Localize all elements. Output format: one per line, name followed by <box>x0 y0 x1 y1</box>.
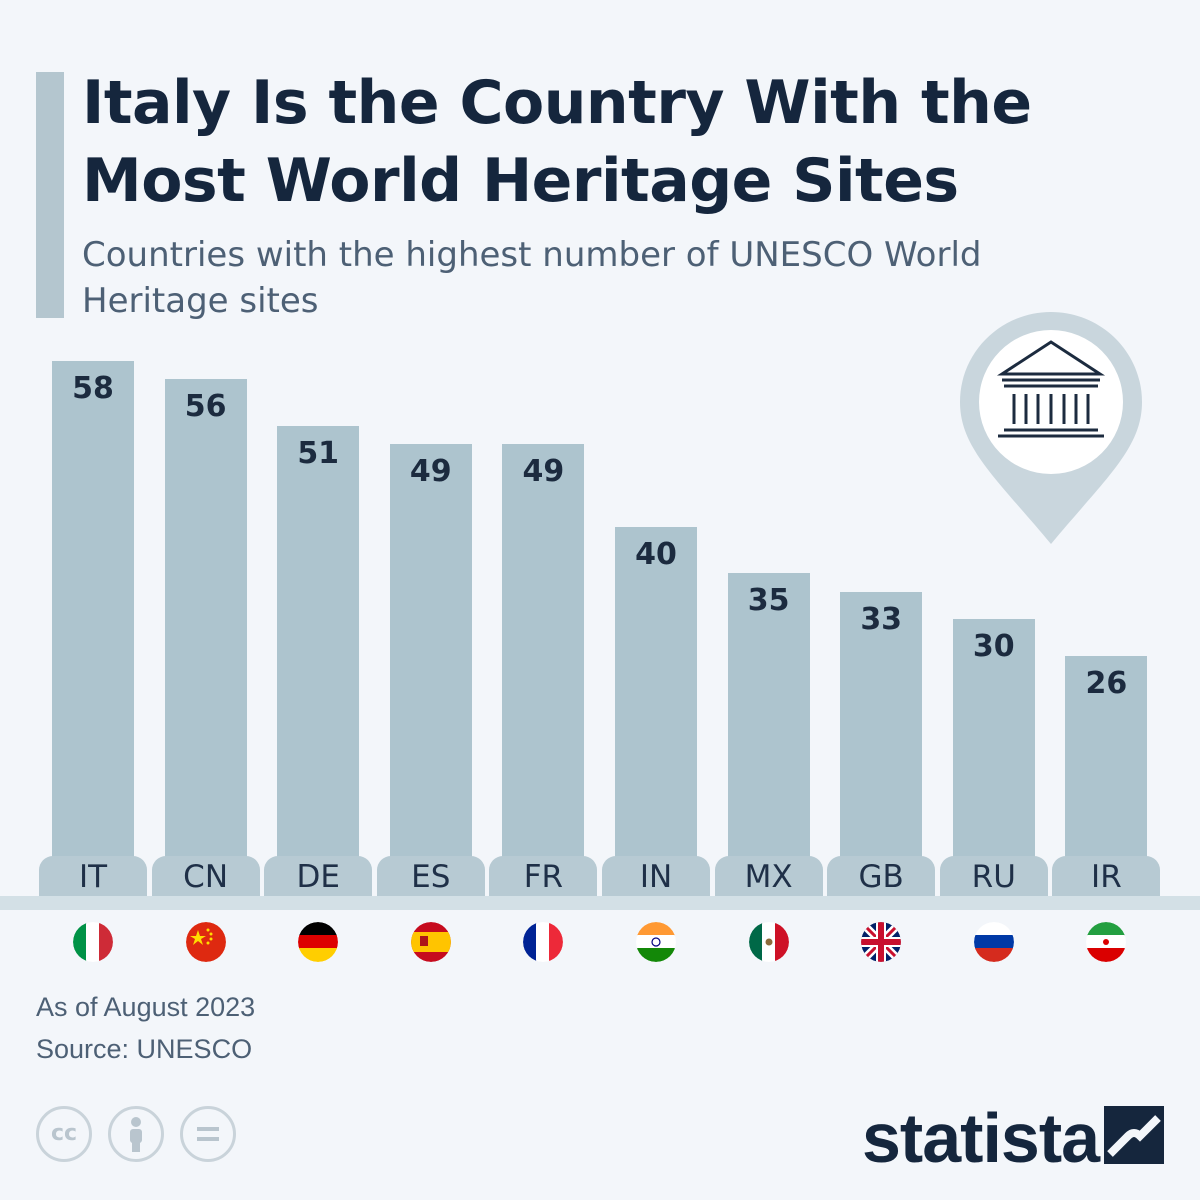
bar-es <box>389 444 472 896</box>
bar-value-label: 33 <box>860 601 903 637</box>
category-label: CN <box>151 856 260 896</box>
category-label: ES <box>376 856 485 896</box>
date-note: As of August 2023 <box>36 992 256 1022</box>
source-note: Source: UNESCO <box>36 1034 253 1064</box>
bar-mx <box>727 573 810 896</box>
no-derivatives-icon[interactable] <box>180 1106 236 1162</box>
landmark-pin-icon <box>960 312 1142 544</box>
category-label: RU <box>939 856 1048 896</box>
chart-title: Italy Is the Country With the Most World… <box>82 68 1032 216</box>
bar-value-label: 49 <box>409 454 452 490</box>
category-label: DE <box>264 856 373 896</box>
category-label: GB <box>827 856 936 896</box>
mexico-flag-icon <box>748 922 789 962</box>
bar-value-label: 56 <box>184 389 227 425</box>
bar-ru <box>952 619 1035 896</box>
italy-flag-icon <box>73 922 113 962</box>
title-accent-bar <box>36 72 64 318</box>
iran-flag-icon <box>1086 922 1127 962</box>
bar-value-label: 49 <box>522 454 565 490</box>
bar-de <box>277 425 360 896</box>
attribution-icon[interactable] <box>108 1106 164 1162</box>
france-flag-icon <box>523 922 564 962</box>
india-flag-icon <box>636 922 676 962</box>
russia-flag-icon <box>973 922 1014 962</box>
bar-in <box>615 527 697 896</box>
chart-baseline <box>0 896 1200 910</box>
category-label: IT <box>39 856 147 896</box>
category-label: IN <box>602 856 710 896</box>
bar-value-label: 40 <box>635 537 677 573</box>
statista-wordmark[interactable]: statista <box>862 1099 1100 1177</box>
category-label: MX <box>714 856 823 896</box>
category-label: IR <box>1052 856 1161 896</box>
uk-flag-icon <box>861 922 902 962</box>
bar-cn <box>164 379 247 896</box>
bar-value-label: 30 <box>972 629 1015 665</box>
cc-icon[interactable]: cc <box>36 1106 92 1162</box>
statista-logo-icon[interactable] <box>1104 1106 1164 1164</box>
bar-gb <box>840 591 923 896</box>
category-label: FR <box>489 856 598 896</box>
bar-value-label: 51 <box>297 435 340 471</box>
bar-value-label: 26 <box>1085 666 1128 702</box>
bar-it <box>52 361 134 896</box>
spain-flag-icon <box>410 922 451 962</box>
china-flag-icon <box>185 922 226 962</box>
bar-value-label: 58 <box>72 371 114 406</box>
germany-flag-icon <box>298 922 339 962</box>
chart-subtitle: Countries with the highest number of UNE… <box>82 235 982 321</box>
bar-fr <box>502 444 585 896</box>
bar-value-label: 35 <box>747 583 790 619</box>
